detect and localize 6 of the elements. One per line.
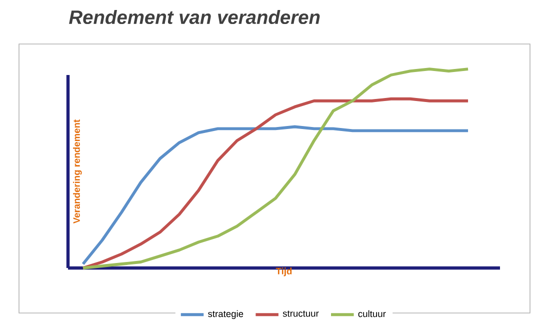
legend-label: strategie: [208, 310, 244, 319]
x-axis-title: Tijd: [276, 268, 292, 276]
y-axis-title: Verandering rendement: [73, 120, 82, 224]
legend-label: cultuur: [358, 310, 386, 318]
chart-title: Rendement van veranderen: [69, 10, 320, 24]
legend-label: structuur: [282, 310, 319, 317]
